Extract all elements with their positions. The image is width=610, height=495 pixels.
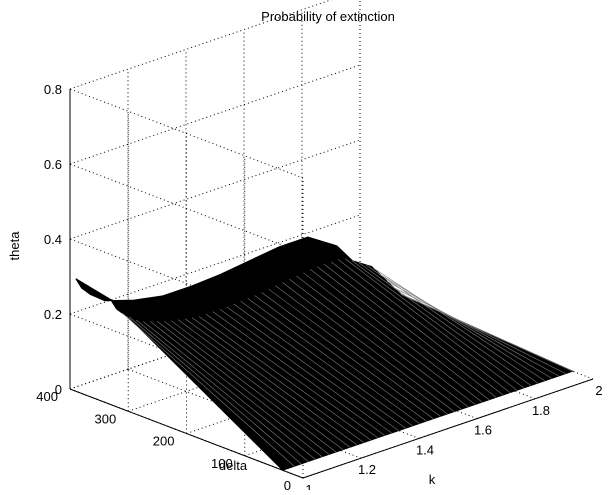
mesh-line (184, 318, 358, 446)
mesh-line (324, 263, 497, 398)
mesh-line (261, 292, 434, 419)
y-tick-label: 100 (211, 456, 233, 471)
z-tick-label: 0.8 (44, 82, 62, 97)
y-tick-label: 300 (95, 411, 117, 426)
y-axis-line (69, 388, 304, 479)
grid-line (69, 139, 361, 240)
z-axis-label: theta (7, 231, 22, 261)
x-axis-label: k (429, 472, 436, 487)
mesh-line (296, 275, 469, 408)
mesh-line (198, 316, 371, 441)
mesh-line (240, 300, 413, 427)
mesh-line (303, 272, 476, 405)
mesh-line (282, 282, 455, 412)
mesh-line (254, 295, 427, 422)
mesh-line (330, 261, 504, 396)
grid-line (69, 238, 304, 329)
mesh-line (226, 306, 399, 431)
z-tick-label: 0 (55, 382, 62, 397)
y-tick-label: 200 (153, 434, 175, 449)
mesh-line (400, 294, 573, 372)
z-tick-label: 0.6 (44, 157, 62, 172)
x-tick-label: 1.2 (358, 462, 376, 477)
tick-labels: 0 0.2 0.4 0.6 0.8 0 100 200 300 400 1 1.2 1.4 1.6 1.8 2 (36, 82, 602, 495)
mesh-line (247, 298, 420, 424)
mesh-line (344, 258, 518, 391)
mesh-line (205, 313, 378, 438)
mesh-line (393, 287, 566, 374)
x-tick-label: 1.4 (416, 442, 434, 457)
mesh-line (177, 319, 351, 448)
mesh-line (351, 260, 525, 389)
mesh-line (310, 269, 483, 403)
z-tick-label: 0.4 (44, 232, 62, 247)
x-tick-label: 1.6 (474, 423, 492, 438)
mesh-line (170, 320, 344, 450)
mesh-line (136, 319, 309, 462)
mesh-line (150, 321, 323, 457)
y-tick-label: 400 (36, 389, 58, 404)
mesh-line (358, 262, 532, 386)
mesh-line (372, 267, 545, 381)
mesh-line (163, 320, 337, 453)
mesh-line (129, 316, 302, 465)
x-tick-label: 1.8 (532, 403, 550, 418)
mesh-line (219, 308, 392, 434)
surface-mesh (75, 236, 574, 471)
mesh-line (122, 312, 295, 467)
mesh-line (156, 320, 330, 455)
mesh-line (317, 266, 490, 400)
mesh-line (233, 303, 406, 429)
mesh-line (379, 274, 552, 379)
z-tick-label: 0.2 (44, 307, 62, 322)
chart-title: Probability of extinction (261, 9, 395, 24)
grid-line (69, 163, 304, 254)
x-tick-label: 2 (595, 383, 602, 398)
mesh-line (337, 259, 511, 393)
mesh-line (386, 280, 559, 377)
y-axis-label: delta (219, 458, 248, 473)
mesh-line (143, 321, 316, 460)
mesh-line (268, 288, 441, 417)
mesh-line (365, 264, 538, 384)
grid-line (69, 88, 304, 179)
mesh-line (191, 317, 364, 443)
mesh-line (275, 285, 448, 415)
grid-line (69, 64, 361, 165)
y-tick-label: 0 (284, 478, 291, 490)
x-tick-label: 1 (305, 482, 312, 490)
mesh-line (289, 279, 462, 410)
mesh-line (212, 311, 385, 436)
x-axis-line (302, 378, 594, 479)
